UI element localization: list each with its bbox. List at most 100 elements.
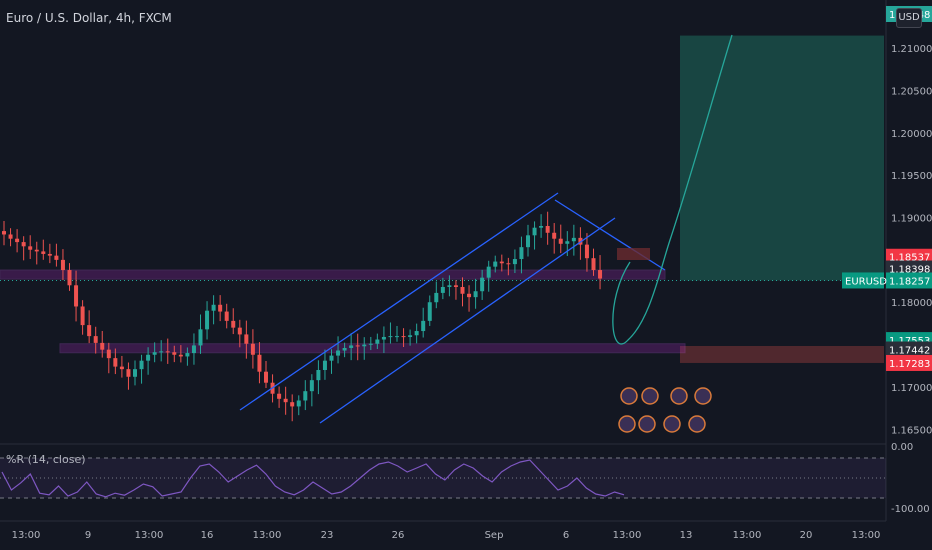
- price-marker: [886, 341, 932, 358]
- time-tick-label: Sep: [485, 530, 504, 541]
- price-tick-label: 1.18000: [891, 298, 932, 309]
- candle-body: [578, 237, 583, 245]
- candle-body: [493, 261, 498, 267]
- price-tick-label: 1.20000: [891, 129, 932, 140]
- candle-body: [231, 320, 236, 328]
- candle-body: [237, 327, 242, 335]
- candle-body: [408, 335, 413, 337]
- price-marker: [886, 354, 932, 371]
- price-tick-label: 1.19000: [891, 214, 932, 225]
- candle-body: [224, 311, 229, 321]
- candle-body: [539, 226, 544, 228]
- candle-body: [100, 342, 105, 350]
- candle-body: [460, 286, 465, 294]
- candle-body: [395, 336, 399, 338]
- candle-body: [453, 285, 458, 287]
- candle-body: [257, 354, 262, 372]
- price-marker: [886, 272, 932, 289]
- price-tick-label: 1.20500: [891, 86, 932, 97]
- candle-body: [205, 310, 210, 330]
- candle-body: [178, 354, 183, 357]
- candle-body: [375, 339, 380, 344]
- time-tick-label: 9: [85, 530, 91, 541]
- candle-body: [414, 331, 419, 336]
- wr-band: [0, 458, 886, 498]
- time-tick-label: 13:00: [12, 530, 41, 541]
- event-icon: [620, 387, 638, 405]
- stop-zone: [680, 346, 884, 363]
- candle-body: [467, 293, 472, 298]
- candle-body: [296, 400, 301, 407]
- price-tick-label: 1.16500: [891, 425, 932, 436]
- candle-body: [41, 251, 46, 254]
- time-tick-label: 23: [321, 530, 334, 541]
- candle-body: [133, 369, 137, 377]
- candle-body: [381, 336, 386, 340]
- candle-body: [401, 336, 406, 338]
- candle-body: [139, 360, 144, 370]
- candle-body: [93, 336, 98, 343]
- event-icon: [694, 387, 712, 405]
- price-marker-label: 1.18537: [889, 253, 930, 264]
- channel-upper-line: [239, 192, 559, 411]
- candle-body: [28, 246, 33, 250]
- time-tick-label: 13: [680, 530, 693, 541]
- candle-body: [545, 226, 550, 233]
- price-marker-label: 1.18257: [889, 276, 930, 287]
- time-tick-label: 13:00: [733, 530, 762, 541]
- williams-r-line: [1, 459, 625, 498]
- candle-body: [519, 247, 524, 260]
- candle-body: [119, 366, 124, 370]
- channel-lower-line: [319, 217, 616, 424]
- candle-body: [250, 343, 255, 355]
- candle-body: [34, 249, 39, 252]
- projection-curve: [612, 34, 733, 345]
- candle-body: [598, 270, 603, 279]
- candle-body: [67, 270, 72, 286]
- candle-body: [342, 347, 347, 351]
- indicator-title: %R (14, close): [6, 453, 86, 466]
- candle-body: [552, 232, 557, 239]
- candle-body: [21, 242, 26, 247]
- candle-body: [512, 259, 517, 265]
- time-tick-label: 13:00: [253, 530, 282, 541]
- candle-body: [8, 234, 13, 239]
- candle-body: [146, 354, 151, 361]
- price-tick-label: 1.21000: [891, 44, 932, 55]
- candle-body: [480, 277, 485, 292]
- candle-body: [473, 291, 478, 298]
- candle-body: [126, 369, 131, 377]
- event-icon: [638, 415, 656, 433]
- symbol-tag: [842, 272, 884, 289]
- candle-body: [388, 336, 393, 338]
- price-marker-label: 1.18398: [889, 265, 930, 276]
- candle-body: [264, 371, 268, 383]
- candle-body: [303, 391, 308, 401]
- price-marker-label: 1.17283: [889, 359, 930, 370]
- target-zone: [680, 35, 884, 281]
- time-tick-label: 13:00: [613, 530, 642, 541]
- candle-body: [172, 352, 177, 355]
- entry-box: [617, 248, 650, 260]
- support-zone: [0, 269, 666, 280]
- event-icon: [663, 415, 681, 433]
- candle-body: [349, 345, 354, 348]
- candle-body: [244, 334, 249, 344]
- candle-body: [277, 393, 282, 399]
- candle-body: [87, 325, 92, 337]
- candle-body: [54, 255, 59, 260]
- candle-body: [2, 231, 6, 235]
- currency-button[interactable]: USD: [896, 8, 922, 28]
- candle-body: [421, 320, 426, 332]
- event-icon: [618, 415, 636, 433]
- chart-title: Euro / U.S. Dollar, 4h, FXCM: [6, 11, 172, 25]
- candle-body: [322, 360, 327, 370]
- candle-body: [571, 237, 576, 242]
- candle-body: [80, 306, 85, 326]
- support-zone: [59, 343, 686, 354]
- candle-body: [159, 351, 164, 353]
- candle-body: [558, 238, 563, 244]
- candle-body: [113, 358, 118, 367]
- candle-body: [427, 302, 432, 321]
